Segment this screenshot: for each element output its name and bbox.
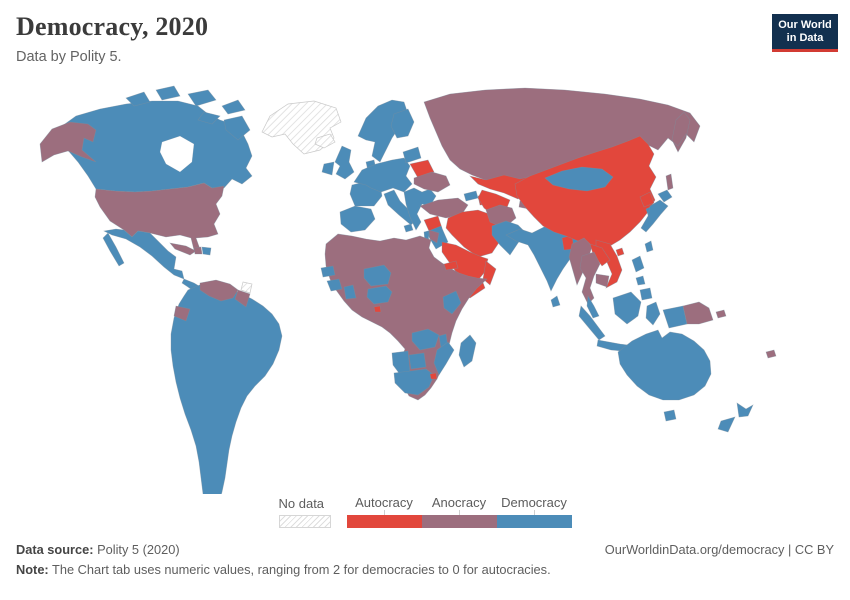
- region-sumatra[interactable]: [578, 305, 606, 341]
- region-finland[interactable]: [390, 108, 415, 139]
- world-map-svg: [39, 85, 777, 553]
- chart-subtitle: Data by Polity 5.: [16, 49, 122, 65]
- region-philippines[interactable]: [631, 255, 653, 301]
- region-iceland[interactable]: [314, 133, 336, 149]
- region-new-zealand[interactable]: [717, 402, 754, 433]
- region-dominican-republic[interactable]: [201, 246, 212, 256]
- chart-footer: Data source: Polity 5 (2020) Note: The C…: [16, 540, 834, 579]
- region-ghana[interactable]: [343, 284, 357, 300]
- region-borneo[interactable]: [612, 291, 642, 325]
- region-madagascar[interactable]: [458, 334, 477, 368]
- map-legend: No data Autocracy Anocracy Democracy: [0, 495, 850, 528]
- region-nigeria[interactable]: [366, 285, 393, 305]
- region-myanmar[interactable]: [568, 237, 593, 286]
- note-line: Note: The Chart tab uses numeric values,…: [16, 560, 834, 580]
- region-senegal[interactable]: [320, 265, 336, 278]
- region-greenland[interactable]: [261, 100, 342, 155]
- region-uk[interactable]: [334, 145, 355, 180]
- attribution-link[interactable]: OurWorldinData.org/democracy | CC BY: [604, 542, 834, 557]
- legend-no-data[interactable]: No data: [278, 496, 331, 528]
- region-haiti[interactable]: [193, 246, 203, 255]
- region-ecuador[interactable]: [173, 305, 191, 322]
- region-mongolia[interactable]: [544, 166, 614, 192]
- legend-bin-anocracy[interactable]: Anocracy: [421, 495, 497, 528]
- region-japan[interactable]: [640, 189, 673, 233]
- region-central-europe[interactable]: [353, 157, 413, 193]
- world-choropleth-map: [0, 84, 850, 553]
- chart-header: Democracy, 2020 Data by Polity 5.: [16, 12, 208, 65]
- region-papua-new-guinea[interactable]: [682, 301, 727, 325]
- note-label: Note:: [16, 561, 49, 577]
- region-botswana[interactable]: [408, 352, 427, 370]
- region-thailand[interactable]: [579, 251, 601, 305]
- hudson-bay-water: [159, 135, 195, 173]
- region-canada[interactable]: [57, 100, 253, 193]
- legend-bin-autocracy[interactable]: Autocracy: [346, 495, 422, 528]
- owid-logo-line2: in Data: [786, 32, 824, 44]
- region-suriname[interactable]: [240, 281, 253, 294]
- region-turkey[interactable]: [419, 197, 469, 219]
- region-north-korea[interactable]: [639, 191, 655, 208]
- legend-bin-label: Autocracy: [355, 495, 413, 510]
- region-niger[interactable]: [363, 264, 392, 287]
- region-fiji[interactable]: [765, 349, 777, 359]
- region-south-africa[interactable]: [393, 368, 435, 396]
- page-title: Democracy, 2020: [16, 12, 209, 41]
- region-iran[interactable]: [445, 209, 501, 258]
- region-iberia[interactable]: [339, 205, 376, 233]
- region-malay-peninsula[interactable]: [586, 295, 600, 319]
- region-sulawesi[interactable]: [645, 301, 661, 326]
- region-venezuela[interactable]: [199, 279, 239, 302]
- region-mexico[interactable]: [102, 228, 185, 280]
- region-eritrea[interactable]: [443, 260, 459, 271]
- region-georgia-armenia[interactable]: [463, 190, 479, 202]
- legend-tick: [533, 510, 535, 515]
- data-source-value: Polity 5 (2020): [93, 542, 180, 557]
- autocracy-swatch: [346, 515, 422, 528]
- region-ukraine[interactable]: [413, 171, 451, 193]
- region-sri-lanka[interactable]: [550, 295, 561, 308]
- note-value: The Chart tab uses numeric values, rangi…: [48, 561, 551, 577]
- region-eswatini[interactable]: [429, 372, 438, 380]
- democracy-swatch: [496, 515, 572, 528]
- region-canada-arctic-islands[interactable]: [125, 85, 251, 141]
- data-source-line: Data source: Polity 5 (2020): [16, 540, 834, 560]
- region-pakistan[interactable]: [491, 220, 527, 256]
- region-cambodia[interactable]: [595, 273, 610, 288]
- region-balkans[interactable]: [403, 187, 437, 231]
- owid-logo-line1: Our World: [778, 19, 832, 31]
- region-baltics[interactable]: [402, 146, 422, 164]
- region-west-papua[interactable]: [662, 305, 688, 329]
- region-namibia[interactable]: [391, 350, 411, 374]
- region-zambia[interactable]: [411, 328, 440, 351]
- region-guyana[interactable]: [234, 289, 251, 308]
- legend-bin-label: Democracy: [501, 495, 567, 510]
- data-source-label: Data source:: [16, 542, 94, 557]
- no-data-swatch: [278, 515, 331, 528]
- legend-no-data-label: No data: [278, 496, 325, 511]
- region-australia[interactable]: [617, 329, 712, 401]
- region-kenya[interactable]: [442, 290, 462, 315]
- region-tasmania[interactable]: [663, 409, 677, 422]
- region-guinea[interactable]: [326, 278, 343, 292]
- legend-bin-label: Anocracy: [431, 495, 487, 510]
- region-equatorial-guinea[interactable]: [373, 305, 382, 313]
- region-usa[interactable]: [94, 182, 225, 253]
- legend-bins: Autocracy Anocracy Democracy: [346, 495, 572, 528]
- legend-tick: [458, 510, 460, 515]
- region-taiwan[interactable]: [644, 240, 654, 253]
- legend-tick: [383, 510, 385, 515]
- region-jordan[interactable]: [428, 229, 440, 244]
- region-alaska[interactable]: [39, 121, 97, 163]
- anocracy-swatch: [421, 515, 497, 528]
- owid-logo[interactable]: Our World in Data: [772, 14, 838, 52]
- region-china[interactable]: [514, 135, 657, 257]
- region-ireland[interactable]: [321, 161, 335, 176]
- legend-bin-democracy[interactable]: Democracy: [496, 495, 572, 528]
- region-mozambique[interactable]: [433, 341, 455, 376]
- region-cuba[interactable]: [169, 242, 197, 256]
